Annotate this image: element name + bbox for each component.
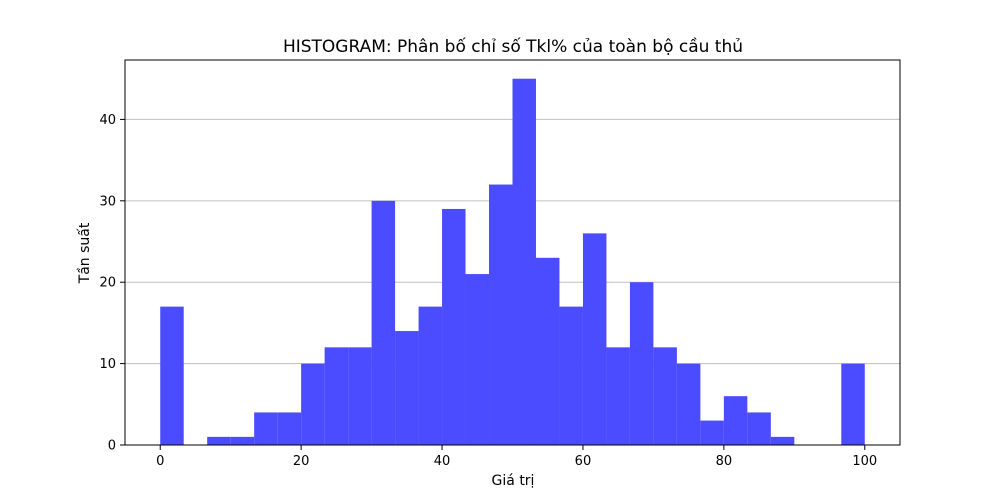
histogram-bar	[841, 363, 865, 445]
histogram-bar	[770, 436, 795, 445]
histogram-bar	[301, 363, 325, 445]
histogram-bar	[418, 306, 443, 445]
x-tick-label: 60	[575, 454, 592, 469]
histogram-bar	[559, 306, 583, 445]
histogram-bar	[254, 412, 278, 445]
y-tick-label: 30	[99, 194, 116, 209]
y-tick-label: 40	[99, 113, 116, 128]
x-tick-label: 20	[293, 454, 310, 469]
x-axis-ticks: 0 20 40 60 80 100	[156, 445, 877, 469]
x-axis-label: Giá trị	[492, 473, 535, 489]
y-tick-label: 10	[99, 357, 116, 372]
histogram-bar	[535, 257, 560, 445]
histogram-bar	[676, 363, 701, 445]
histogram-bar	[582, 233, 607, 445]
histogram-bar	[395, 331, 419, 445]
x-tick-label: 100	[852, 454, 877, 469]
y-axis-ticks: 0 10 20 30 40	[99, 113, 125, 454]
x-tick-label: 40	[434, 454, 451, 469]
plot-frame	[124, 59, 901, 446]
histogram-bar	[465, 274, 490, 445]
histogram-bar	[629, 282, 654, 445]
histogram-bar	[489, 184, 513, 445]
histogram-bars	[160, 78, 865, 445]
histogram-bar	[324, 347, 349, 445]
x-tick-label: 80	[716, 454, 733, 469]
histogram-bar	[348, 347, 372, 445]
y-axis-label: Tần suất	[77, 222, 93, 284]
histogram-bar	[160, 306, 184, 445]
histogram-bar	[747, 412, 771, 445]
chart-title: HISTOGRAM: Phân bố chỉ số Tkl% của toàn …	[283, 36, 743, 57]
histogram-bar	[723, 396, 748, 445]
histogram-bar	[653, 347, 677, 445]
histogram-bar	[700, 420, 724, 445]
x-tick-label: 0	[156, 454, 164, 469]
histogram-bar	[230, 436, 255, 445]
histogram-bar	[207, 436, 231, 445]
histogram-bar	[606, 347, 630, 445]
histogram-bar	[512, 78, 536, 445]
histogram-bar	[277, 412, 302, 445]
histogram-bar	[371, 200, 396, 445]
y-tick-label: 0	[108, 439, 116, 454]
y-tick-label: 20	[99, 276, 116, 291]
histogram-bar	[442, 208, 466, 445]
